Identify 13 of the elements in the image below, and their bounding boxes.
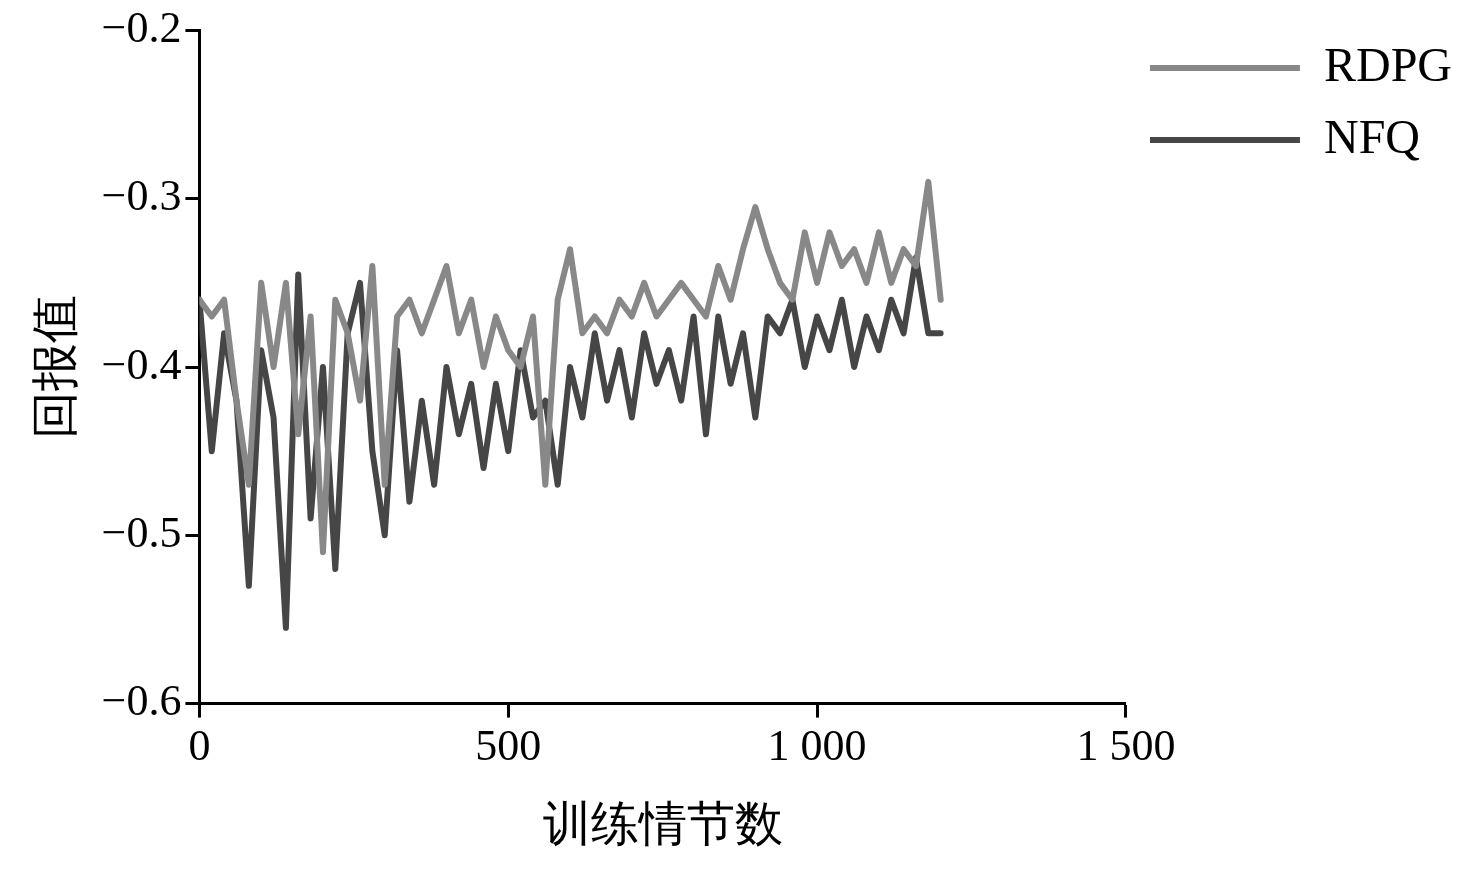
y-axis-title: 回报值 <box>28 295 82 439</box>
y-tick-label: −0.4 <box>101 339 182 389</box>
x-tick-label: 0 <box>188 720 211 770</box>
x-tick-label: 500 <box>475 720 542 770</box>
x-tick-label: 1 000 <box>767 720 867 770</box>
y-tick-label: −0.5 <box>101 507 182 557</box>
legend-label: NFQ <box>1323 109 1420 163</box>
y-tick-label: −0.2 <box>101 2 182 52</box>
x-axis-title: 训练情节数 <box>542 796 783 850</box>
y-tick-label: −0.6 <box>101 676 182 726</box>
y-tick-label: −0.3 <box>101 171 182 221</box>
x-tick-label: 1 500 <box>1076 720 1176 770</box>
legend-label: RDPG <box>1323 37 1453 91</box>
